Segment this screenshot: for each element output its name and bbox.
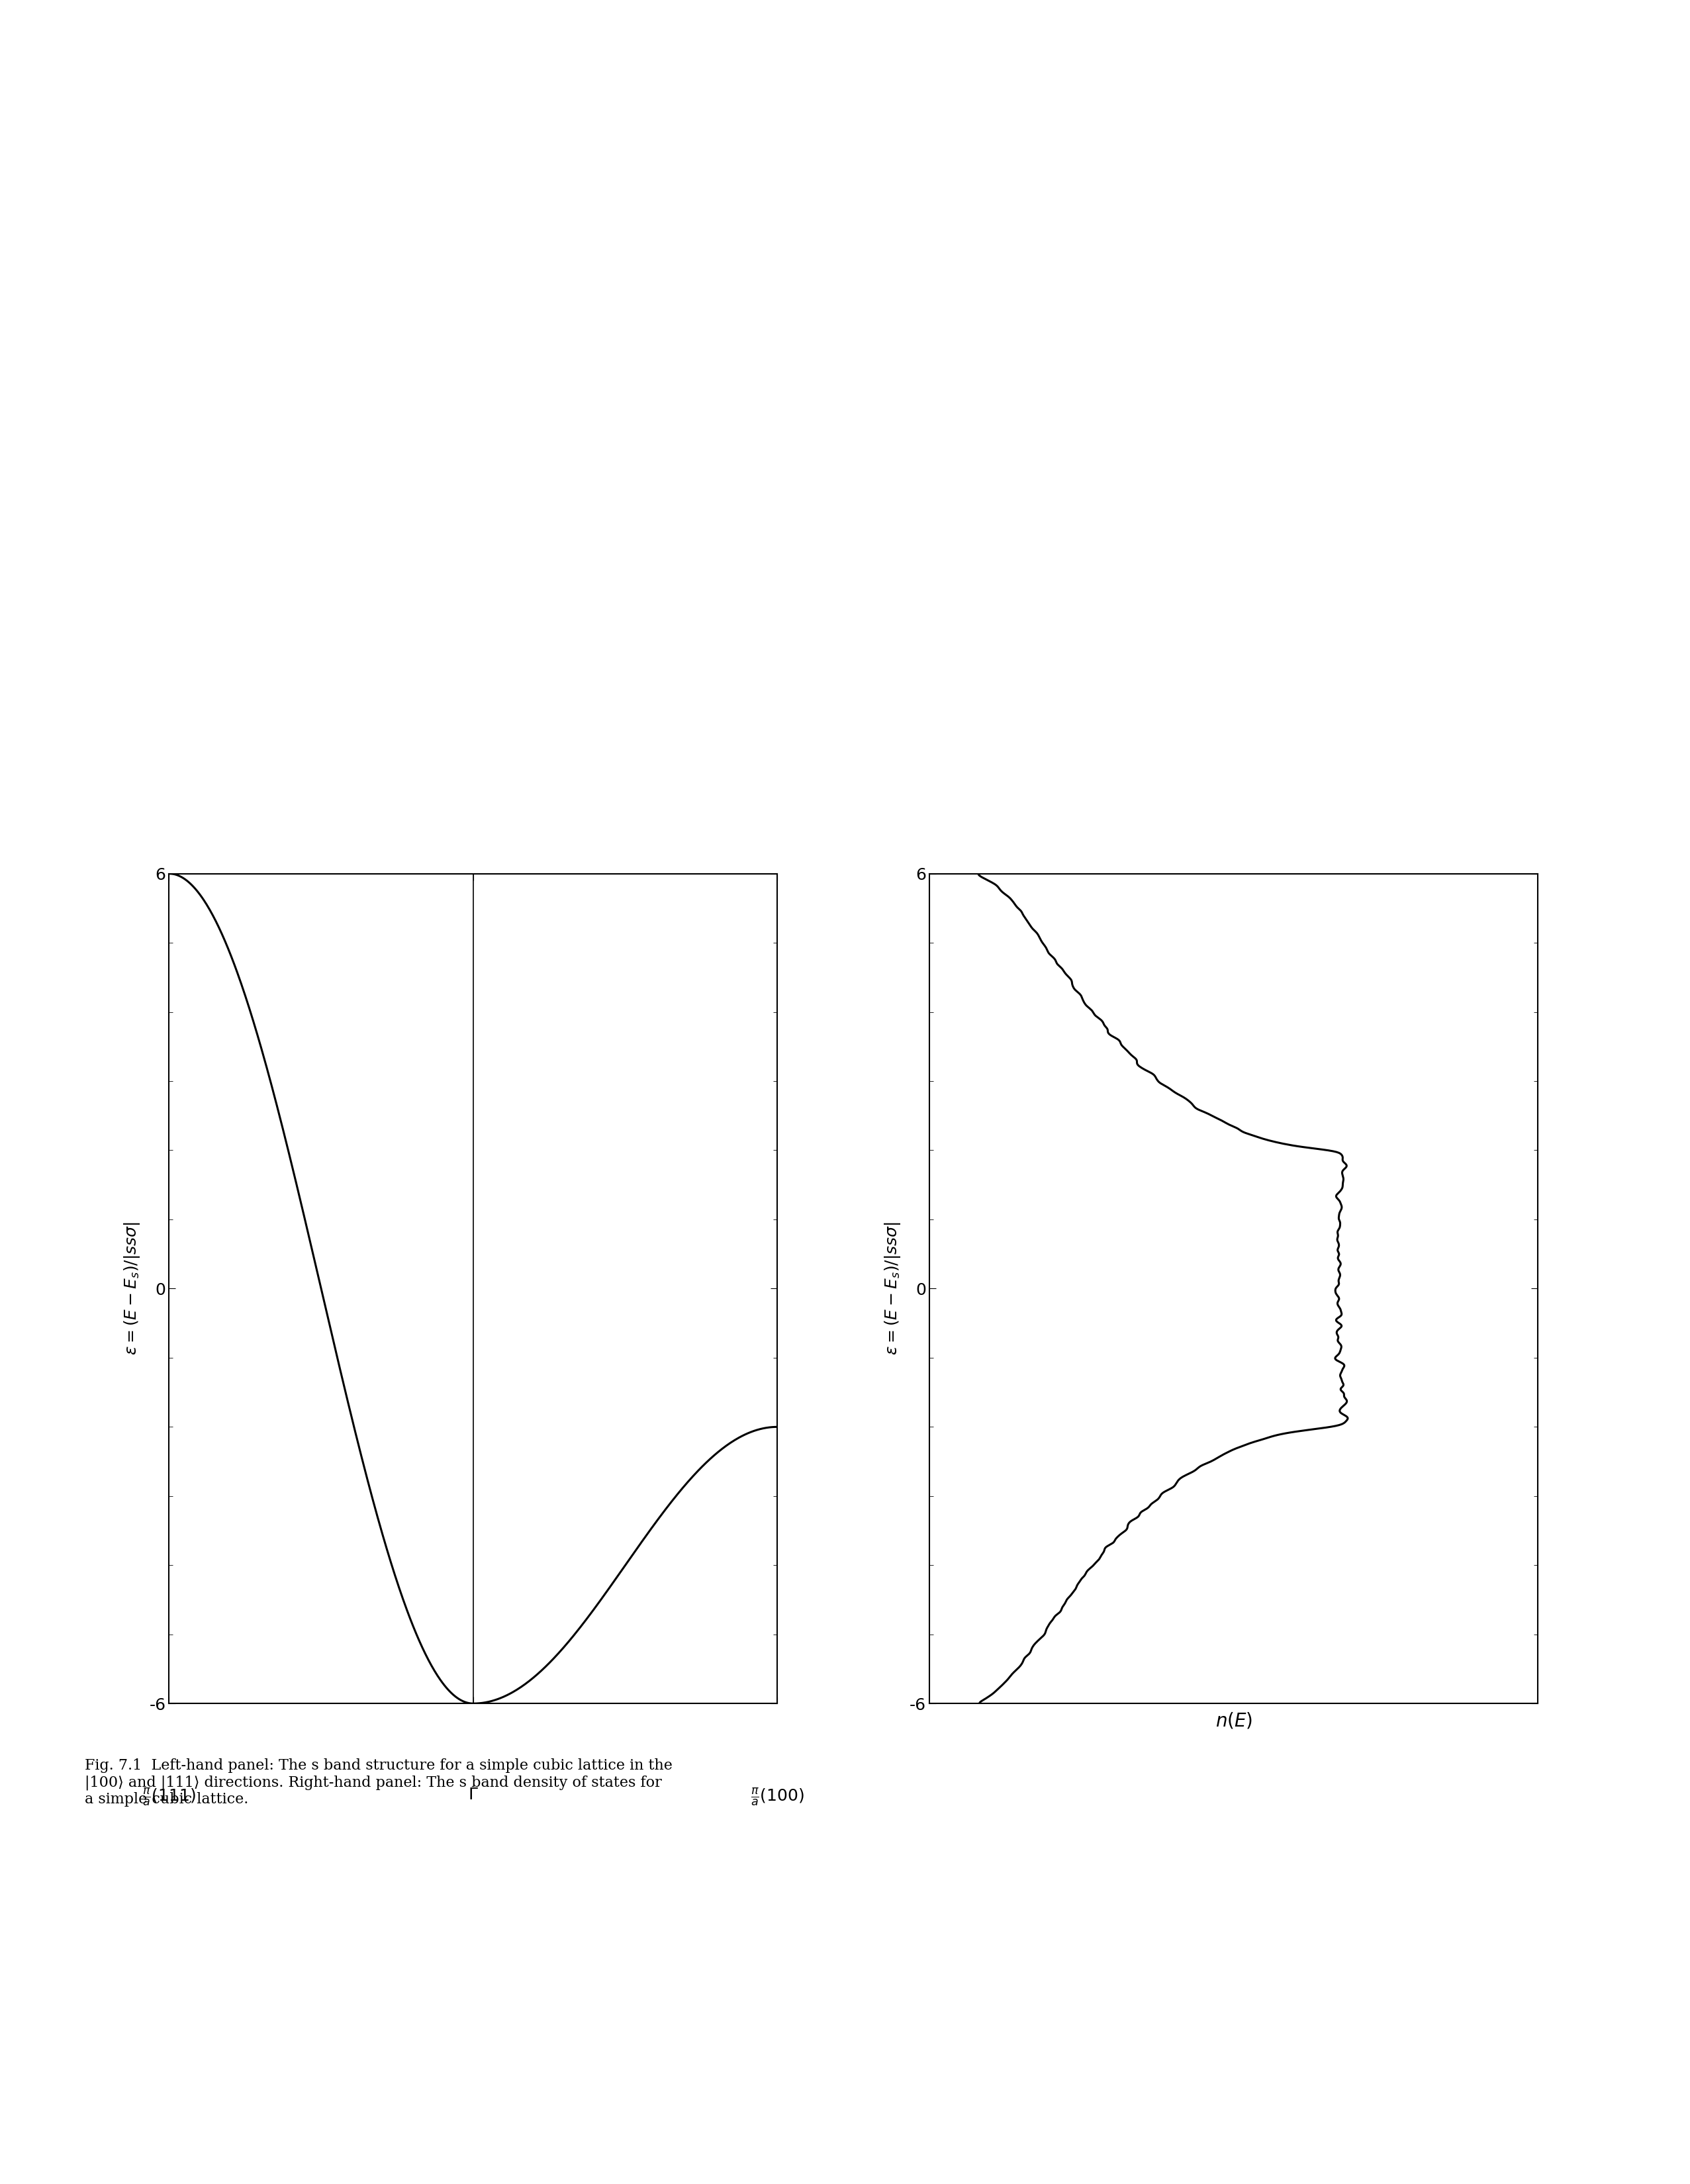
Text: $\frac{\pi}{a}$(100): $\frac{\pi}{a}$(100) <box>750 1787 804 1808</box>
X-axis label: $n(E)$: $n(E)$ <box>1215 1710 1252 1730</box>
Y-axis label: $\varepsilon = (E - E_s)/|ss\sigma|$: $\varepsilon = (E - E_s)/|ss\sigma|$ <box>884 1221 902 1356</box>
Text: Fig. 7.1  Left-hand panel: The s band structure for a simple cubic lattice in th: Fig. 7.1 Left-hand panel: The s band str… <box>85 1758 673 1806</box>
Text: $\Gamma$: $\Gamma$ <box>468 1787 478 1802</box>
Y-axis label: $\varepsilon = (E - E_s)/|ss\sigma|$: $\varepsilon = (E - E_s)/|ss\sigma|$ <box>123 1221 142 1356</box>
Text: $\frac{\pi}{a}$(111): $\frac{\pi}{a}$(111) <box>142 1787 196 1808</box>
